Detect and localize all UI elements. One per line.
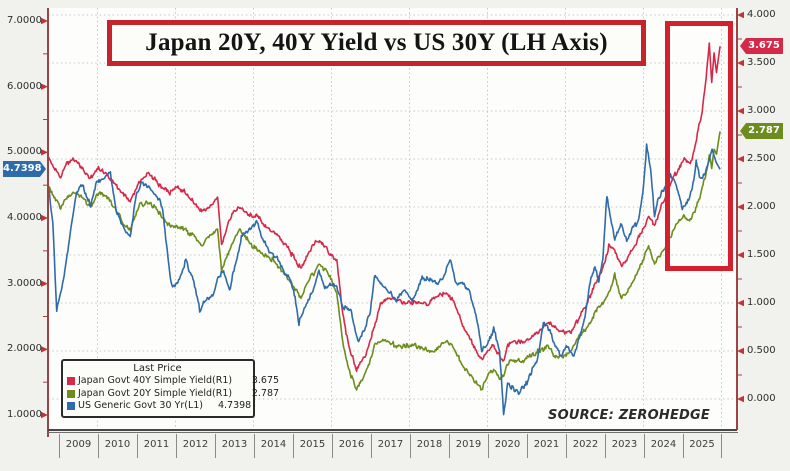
x-axis-year: 2020	[487, 434, 527, 458]
left-axis-label: 1.0000	[7, 409, 42, 420]
left-axis-label: 3.0000	[7, 277, 42, 289]
highlight-box-2024-2025	[665, 21, 733, 271]
x-axis-year: 2021	[526, 434, 566, 458]
legend-axis-tag: (R1)	[212, 387, 233, 399]
source-attribution: SOURCE: ZEROHEDGE	[548, 408, 710, 423]
x-axis-year: 2015	[292, 434, 332, 458]
x-axis-year: 2012	[175, 434, 215, 458]
legend-row-jp40: Japan Govt 40Y Simple Yield (R1) 3.675	[67, 375, 279, 388]
x-axis-year: 2018	[409, 434, 449, 458]
chart-title: Japan 20Y, 40Y Yield vs US 30Y (LH Axis)	[145, 29, 608, 56]
right-axis-label: 0.000	[747, 393, 776, 404]
legend-label: US Generic Govt 30 Yr	[78, 400, 185, 411]
x-axis-year: 2019	[448, 434, 488, 458]
legend-row-us30: US Generic Govt 30 Yr (L1) 4.7398	[67, 400, 252, 413]
right-axis-label: 4.000	[747, 9, 776, 20]
right-axis-label: 0.500	[747, 345, 776, 356]
left-axis-label: 5.0000	[7, 146, 42, 158]
right-axis-label: 3.000	[747, 105, 776, 116]
x-axis-year: 2022	[565, 434, 605, 458]
legend-value: 3.675	[251, 375, 280, 386]
legend-axis-tag: (R1)	[212, 375, 233, 386]
x-axis-year: 2025	[682, 434, 722, 458]
left-axis-label: 6.0000	[7, 80, 42, 92]
x-axis-year: 2023	[604, 434, 644, 458]
legend-row-jp20: Japan Govt 20Y Simple Yield (R1) 2.787	[67, 387, 279, 401]
x-axis-band-line	[48, 432, 738, 433]
right-axis-label: 2.000	[747, 201, 776, 212]
chart-title-box: Japan 20Y, 40Y Yield vs US 30Y (LH Axis)	[107, 20, 646, 66]
x-axis-year: 2009	[58, 434, 98, 458]
legend-label: Japan Govt 40Y Simple Yield	[78, 375, 213, 386]
legend-value: 2.787	[251, 387, 280, 399]
legend-header: Last Price	[133, 363, 182, 374]
us30-swatch-icon	[67, 402, 75, 411]
right-axis-label: 2.500	[747, 153, 776, 164]
x-axis-year: 2011	[136, 434, 176, 458]
jp40-swatch-icon	[67, 377, 75, 386]
x-axis-year: 2014	[253, 434, 293, 458]
legend-value: 4.7398	[217, 400, 252, 411]
x-axis-year: 2016	[331, 434, 371, 458]
right-axis-label: 1.500	[747, 249, 776, 260]
left-axis-label: 2.0000	[7, 343, 42, 355]
x-axis-year: 2024	[643, 434, 683, 458]
legend-label: Japan Govt 20Y Simple Yield	[78, 387, 213, 399]
left-axis-label: 7.0000	[7, 15, 42, 26]
us30-last-price-badge: 4.7398	[3, 161, 46, 177]
x-axis-year: 2013	[214, 434, 254, 458]
x-axis-year: 2017	[370, 434, 410, 458]
right-axis-label: 3.500	[747, 57, 776, 68]
left-axis-label: 4.0000	[7, 212, 42, 223]
jp20-last-price-badge: 2.787	[740, 123, 783, 139]
jp20-swatch-icon	[67, 389, 75, 398]
legend-axis-tag: (L1)	[184, 400, 203, 411]
x-axis-year: 2010	[97, 434, 137, 458]
right-axis-label: 1.000	[747, 297, 776, 308]
legend: Last Price Japan Govt 40Y Simple Yield (…	[61, 359, 279, 418]
jp40-last-price-badge: 3.675	[740, 38, 783, 54]
